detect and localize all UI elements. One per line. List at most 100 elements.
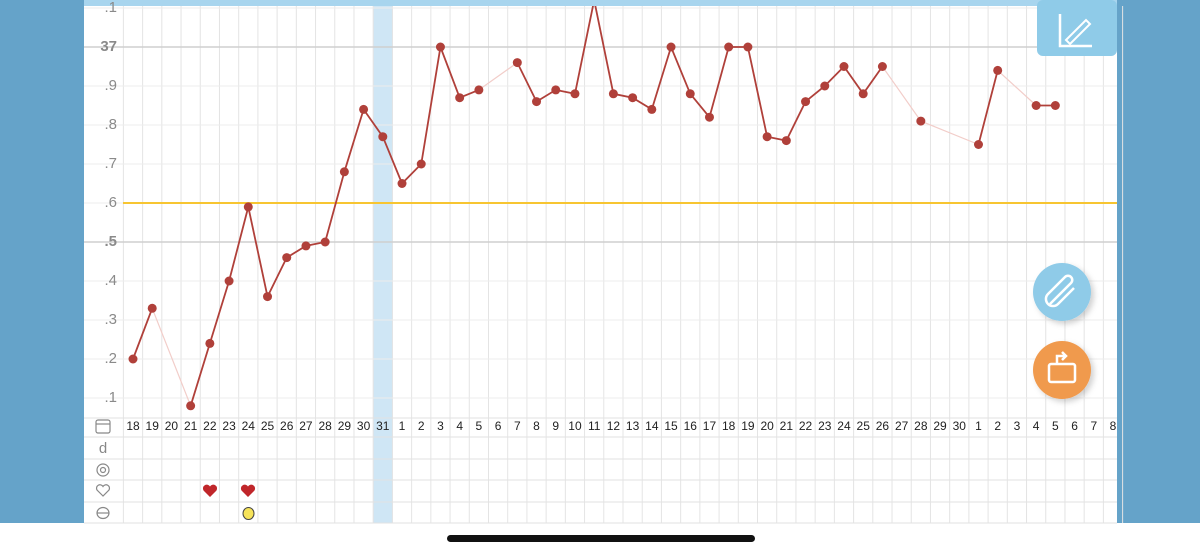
temperature-point	[801, 97, 811, 107]
temperature-point	[474, 85, 484, 95]
temperature-point	[263, 292, 273, 302]
temperature-point	[128, 354, 138, 364]
x-tick-label: 7	[514, 419, 521, 433]
plot	[123, 6, 1117, 411]
x-tick-label: 21	[184, 419, 198, 433]
temperature-point	[435, 42, 445, 52]
y-tick-label: .1	[104, 389, 117, 406]
temperature-point	[339, 167, 349, 177]
temperature-point	[282, 253, 292, 263]
x-tick-label: 9	[552, 419, 559, 433]
share-button-circle[interactable]	[1033, 341, 1091, 399]
x-tick-label: 2	[418, 419, 425, 433]
temperature-point	[1050, 101, 1060, 110]
x-tick-label: 25	[261, 419, 275, 433]
x-tick-label: 12	[607, 419, 621, 433]
y-tick-label: .9	[104, 77, 117, 94]
row-icons: d	[95, 419, 111, 520]
x-tick-label: 13	[626, 419, 640, 433]
temperature-point	[762, 132, 772, 142]
temperature-point	[532, 97, 542, 107]
x-tick-label: 21	[780, 419, 794, 433]
share-icon	[1055, 351, 1068, 364]
x-tick-label: 18	[126, 419, 140, 433]
x-tick-label: 2	[994, 419, 1001, 433]
temperature-point	[359, 104, 369, 114]
temperature-point	[416, 159, 426, 169]
x-tick-label: 27	[895, 419, 909, 433]
x-tick-label: 10	[568, 419, 582, 433]
side-panel	[0, 0, 84, 523]
calendar-icon	[95, 419, 111, 434]
gap-bridge	[920, 120, 979, 146]
y-tick-label: .6	[104, 194, 117, 211]
top-bar	[84, 0, 1117, 6]
x-tick-label: 8	[1110, 419, 1117, 433]
x-tick-label: 14	[645, 419, 659, 433]
x-tick-label: 26	[876, 419, 890, 433]
x-tick-label: 28	[318, 419, 332, 433]
x-tick-label: 17	[703, 419, 717, 433]
temperature-point	[993, 65, 1003, 75]
temperature-point	[724, 42, 734, 52]
edit-button[interactable]	[1033, 263, 1091, 321]
axes: .1.2.3.4.5.6.7.8.937.118 19 20 21 22 23 24 25 26…	[100, 0, 1116, 433]
y-tick-label: .5	[104, 233, 117, 250]
temperature-point	[608, 89, 618, 99]
x-tick-label: 24	[242, 419, 256, 433]
today-highlight	[373, 6, 393, 523]
chart-toggle-icon	[1058, 14, 1092, 48]
y-tick-label: .7	[104, 155, 117, 172]
x-tick-label: 23	[818, 419, 832, 433]
temperature-point	[647, 104, 657, 114]
x-tick-label: 1	[399, 419, 406, 433]
x-tick-label: 20	[165, 419, 179, 433]
row-lines	[84, 417, 1117, 524]
target-icon	[96, 463, 110, 477]
chart-toggle[interactable]	[1037, 0, 1117, 56]
x-tick-label: 27	[299, 419, 313, 433]
x-tick-label: 7	[1090, 419, 1097, 433]
x-tick-label: 22	[203, 419, 217, 433]
x-tick-label: 3	[437, 419, 444, 433]
share-icon	[1047, 362, 1077, 384]
temperature-point	[551, 85, 561, 95]
share-button[interactable]	[1033, 341, 1091, 399]
x-tick-label: 19	[741, 419, 755, 433]
temperature-point	[820, 81, 830, 91]
temperature-point	[685, 89, 695, 99]
x-tick-label: 24	[837, 419, 851, 433]
x-tick-label: 22	[799, 419, 813, 433]
temperature-point	[205, 338, 215, 348]
markers	[202, 484, 256, 520]
x-tick-label: 11	[588, 419, 601, 433]
x-tick-label: 1	[975, 419, 982, 433]
temperature-point	[839, 62, 849, 71]
x-tick-label: 6	[1071, 419, 1078, 433]
x-tick-label: 15	[664, 419, 678, 433]
x-tick-label: 4	[1033, 419, 1040, 433]
d-icon: d	[99, 440, 107, 457]
y-tick-label: .4	[104, 272, 117, 289]
side-panel	[1117, 0, 1200, 523]
gap-bridge	[478, 62, 518, 91]
chart-toggle-icon	[1064, 18, 1092, 46]
temperature-point	[397, 179, 407, 188]
temperature-line	[977, 70, 999, 145]
home-indicator	[447, 535, 755, 542]
x-tick-label: 5	[476, 419, 483, 433]
x-tick-label: 19	[146, 419, 160, 433]
temperature-point	[320, 237, 330, 247]
x-tick-label: 29	[933, 419, 947, 433]
x-tick-label: 4	[456, 419, 463, 433]
x-tick-label: 23	[222, 419, 236, 433]
intercourse-heart	[240, 484, 256, 497]
x-tick-label: 5	[1052, 419, 1059, 433]
x-tick-label: 31	[376, 419, 390, 433]
y-tick-label: .8	[104, 116, 117, 133]
intercourse-heart	[202, 484, 218, 497]
x-tick-label: 18	[722, 419, 736, 433]
temperature-line	[189, 43, 480, 407]
x-tick-label: 30	[357, 419, 371, 433]
